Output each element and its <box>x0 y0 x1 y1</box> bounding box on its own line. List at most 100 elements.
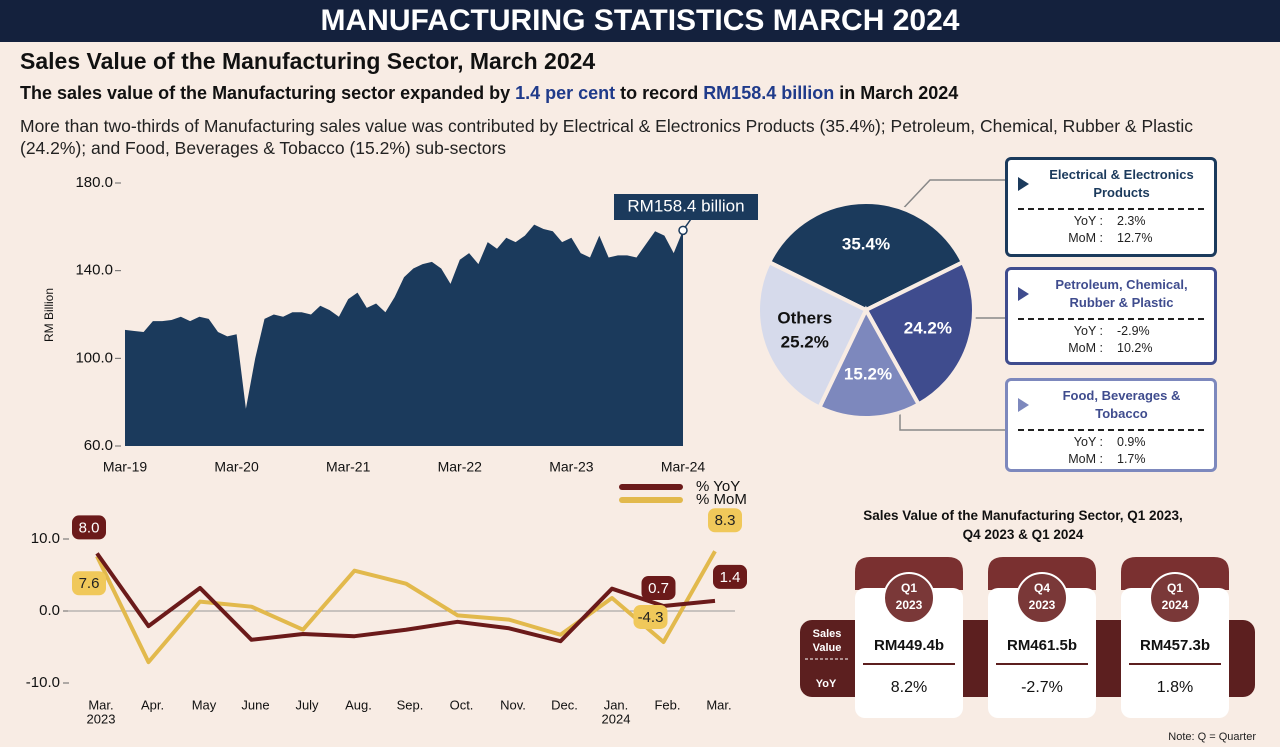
headline-part: The sales value of the Manufacturing sec… <box>20 83 515 103</box>
card-row-value: 12.7% <box>1117 231 1153 245</box>
legend-label: % MoM <box>696 491 747 508</box>
value-label: 8.0 <box>79 519 100 536</box>
quarter-badge <box>1149 572 1201 624</box>
card-header: Electrical & Electronics Products <box>1008 160 1214 206</box>
annotation-box <box>614 194 758 220</box>
quarter-name: Q4 <box>1034 581 1050 595</box>
card-icon <box>1018 287 1029 301</box>
annotation: RM158.4 billion <box>627 196 744 215</box>
card-row-value: -2.9% <box>1117 324 1150 338</box>
card-row-label: MoM : <box>1068 452 1103 466</box>
quarter-sales: RM457.3b <box>1140 637 1210 654</box>
series-line <box>95 552 716 644</box>
quarter-name: Q1 <box>901 581 917 595</box>
card-title: Food, Beverages & Tobacco <box>1062 388 1181 421</box>
annotation-marker <box>678 225 688 236</box>
card-row-label: YoY : <box>1073 435 1103 449</box>
y-axis-label: RM Billion <box>42 288 56 342</box>
quarter-name: Q1 <box>1167 581 1183 595</box>
value-label: 1.4 <box>720 569 741 586</box>
x-tick-label: May <box>192 697 217 712</box>
headline-part: in March 2024 <box>834 83 958 103</box>
slice-label: 35.4% <box>842 235 890 254</box>
quarter-year: 2023 <box>896 598 923 612</box>
row-label: YoY <box>816 678 837 690</box>
y-tick-label: 180.0 <box>75 174 113 191</box>
headline: The sales value of the Manufacturing sec… <box>20 83 958 103</box>
quarter-year: 2023 <box>1029 598 1056 612</box>
value-label-box <box>708 508 742 533</box>
card-row: MoM : 12.7% <box>1008 230 1214 247</box>
headline-part: RM158.4 billion <box>703 83 834 103</box>
card-row-value: 0.9% <box>1117 435 1146 449</box>
card-divider <box>1018 318 1204 320</box>
card-icon <box>1018 398 1029 412</box>
y-tick-label: 60.0 <box>84 437 113 454</box>
value-label: 8.3 <box>715 512 736 529</box>
x-tick-label: Mar. <box>88 697 113 712</box>
card-row: YoY : 0.9% <box>1008 434 1214 451</box>
slice-label: 25.2% <box>781 333 829 352</box>
x-tick-label: Aug. <box>345 697 372 712</box>
value-label-box <box>72 571 106 596</box>
quarter-yoy: 8.2% <box>891 679 927 696</box>
value-label: -4.3 <box>638 609 664 626</box>
quarters-title: Sales Value of the Manufacturing Sector,… <box>863 508 1183 542</box>
pie-slice <box>863 259 976 408</box>
quarter-yoy: 1.8% <box>1157 679 1193 696</box>
legend-label: % YoY <box>696 478 740 495</box>
card-row-label: MoM : <box>1068 341 1103 355</box>
x-tick-label: Sep. <box>397 697 424 712</box>
y-tick-label: 100.0 <box>75 349 113 366</box>
headline-part: to record <box>615 83 703 103</box>
x-tick-label: Dec. <box>551 697 578 712</box>
x-tick-label: Apr. <box>141 697 164 712</box>
pie-slice <box>766 200 966 313</box>
quarter-card <box>988 588 1096 718</box>
x-tick-label: June <box>241 697 269 712</box>
quarter-card <box>855 588 963 718</box>
card-row: MoM : 1.7% <box>1008 451 1214 468</box>
card-divider <box>1018 429 1204 431</box>
x-year-label: 2024 <box>602 711 631 726</box>
sector-card: Petroleum, Chemical, Rubber & Plastic YoY… <box>1005 267 1217 365</box>
description: More than two-thirds of Manufacturing sa… <box>20 116 1194 158</box>
card-divider <box>1018 208 1204 210</box>
quarter-sales: RM449.4b <box>874 637 944 654</box>
card-row-label: YoY : <box>1073 324 1103 338</box>
leader-line <box>896 179 1005 216</box>
row-label: Sales Value <box>812 628 842 654</box>
x-tick-label: Mar-19 <box>103 459 148 475</box>
pie-slice <box>756 259 869 411</box>
pie-slice <box>816 305 922 420</box>
x-tick-label: Mar-21 <box>326 459 371 475</box>
note: Note: Q = Quarter <box>1168 731 1256 743</box>
x-tick-label: Mar-20 <box>214 459 259 475</box>
card-header: Food, Beverages & Tobacco <box>1008 381 1214 427</box>
header-bar <box>0 0 1280 42</box>
card-row: YoY : -2.9% <box>1008 323 1214 340</box>
x-tick-label: Jan. <box>604 697 629 712</box>
slice-name: Others <box>777 309 832 328</box>
quarter-yoy: -2.7% <box>1021 679 1063 696</box>
value-label-box <box>641 575 676 600</box>
quarter-card <box>1121 588 1229 718</box>
card-title: Electrical & Electronics Products <box>1049 167 1194 200</box>
value-label: 0.7 <box>648 580 669 597</box>
quarter-badge <box>883 572 935 624</box>
card-row-label: MoM : <box>1068 231 1103 245</box>
y-tick-label: -10.0 <box>26 674 60 691</box>
y-tick-label: 0.0 <box>39 602 60 619</box>
section-title: Sales Value of the Manufacturing Sector,… <box>20 48 595 74</box>
x-tick-label: Mar-22 <box>438 459 483 475</box>
series-line <box>95 550 717 665</box>
card-row: MoM : 10.2% <box>1008 340 1214 357</box>
sector-card: Food, Beverages & Tobacco YoY : 0.9% MoM : 1… <box>1005 378 1217 472</box>
card-row-label: YoY : <box>1073 214 1103 228</box>
x-tick-label: Mar-23 <box>549 459 594 475</box>
value-label: 7.6 <box>79 575 100 592</box>
value-label-box <box>713 564 747 589</box>
card-icon <box>1018 177 1029 191</box>
x-tick-label: Mar-24 <box>661 459 706 475</box>
